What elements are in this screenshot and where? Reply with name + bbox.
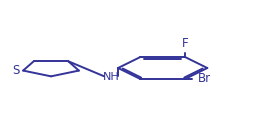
Text: F: F [181, 37, 187, 50]
Text: S: S [12, 64, 20, 77]
Text: NH: NH [102, 72, 119, 82]
Text: Br: Br [198, 72, 211, 86]
